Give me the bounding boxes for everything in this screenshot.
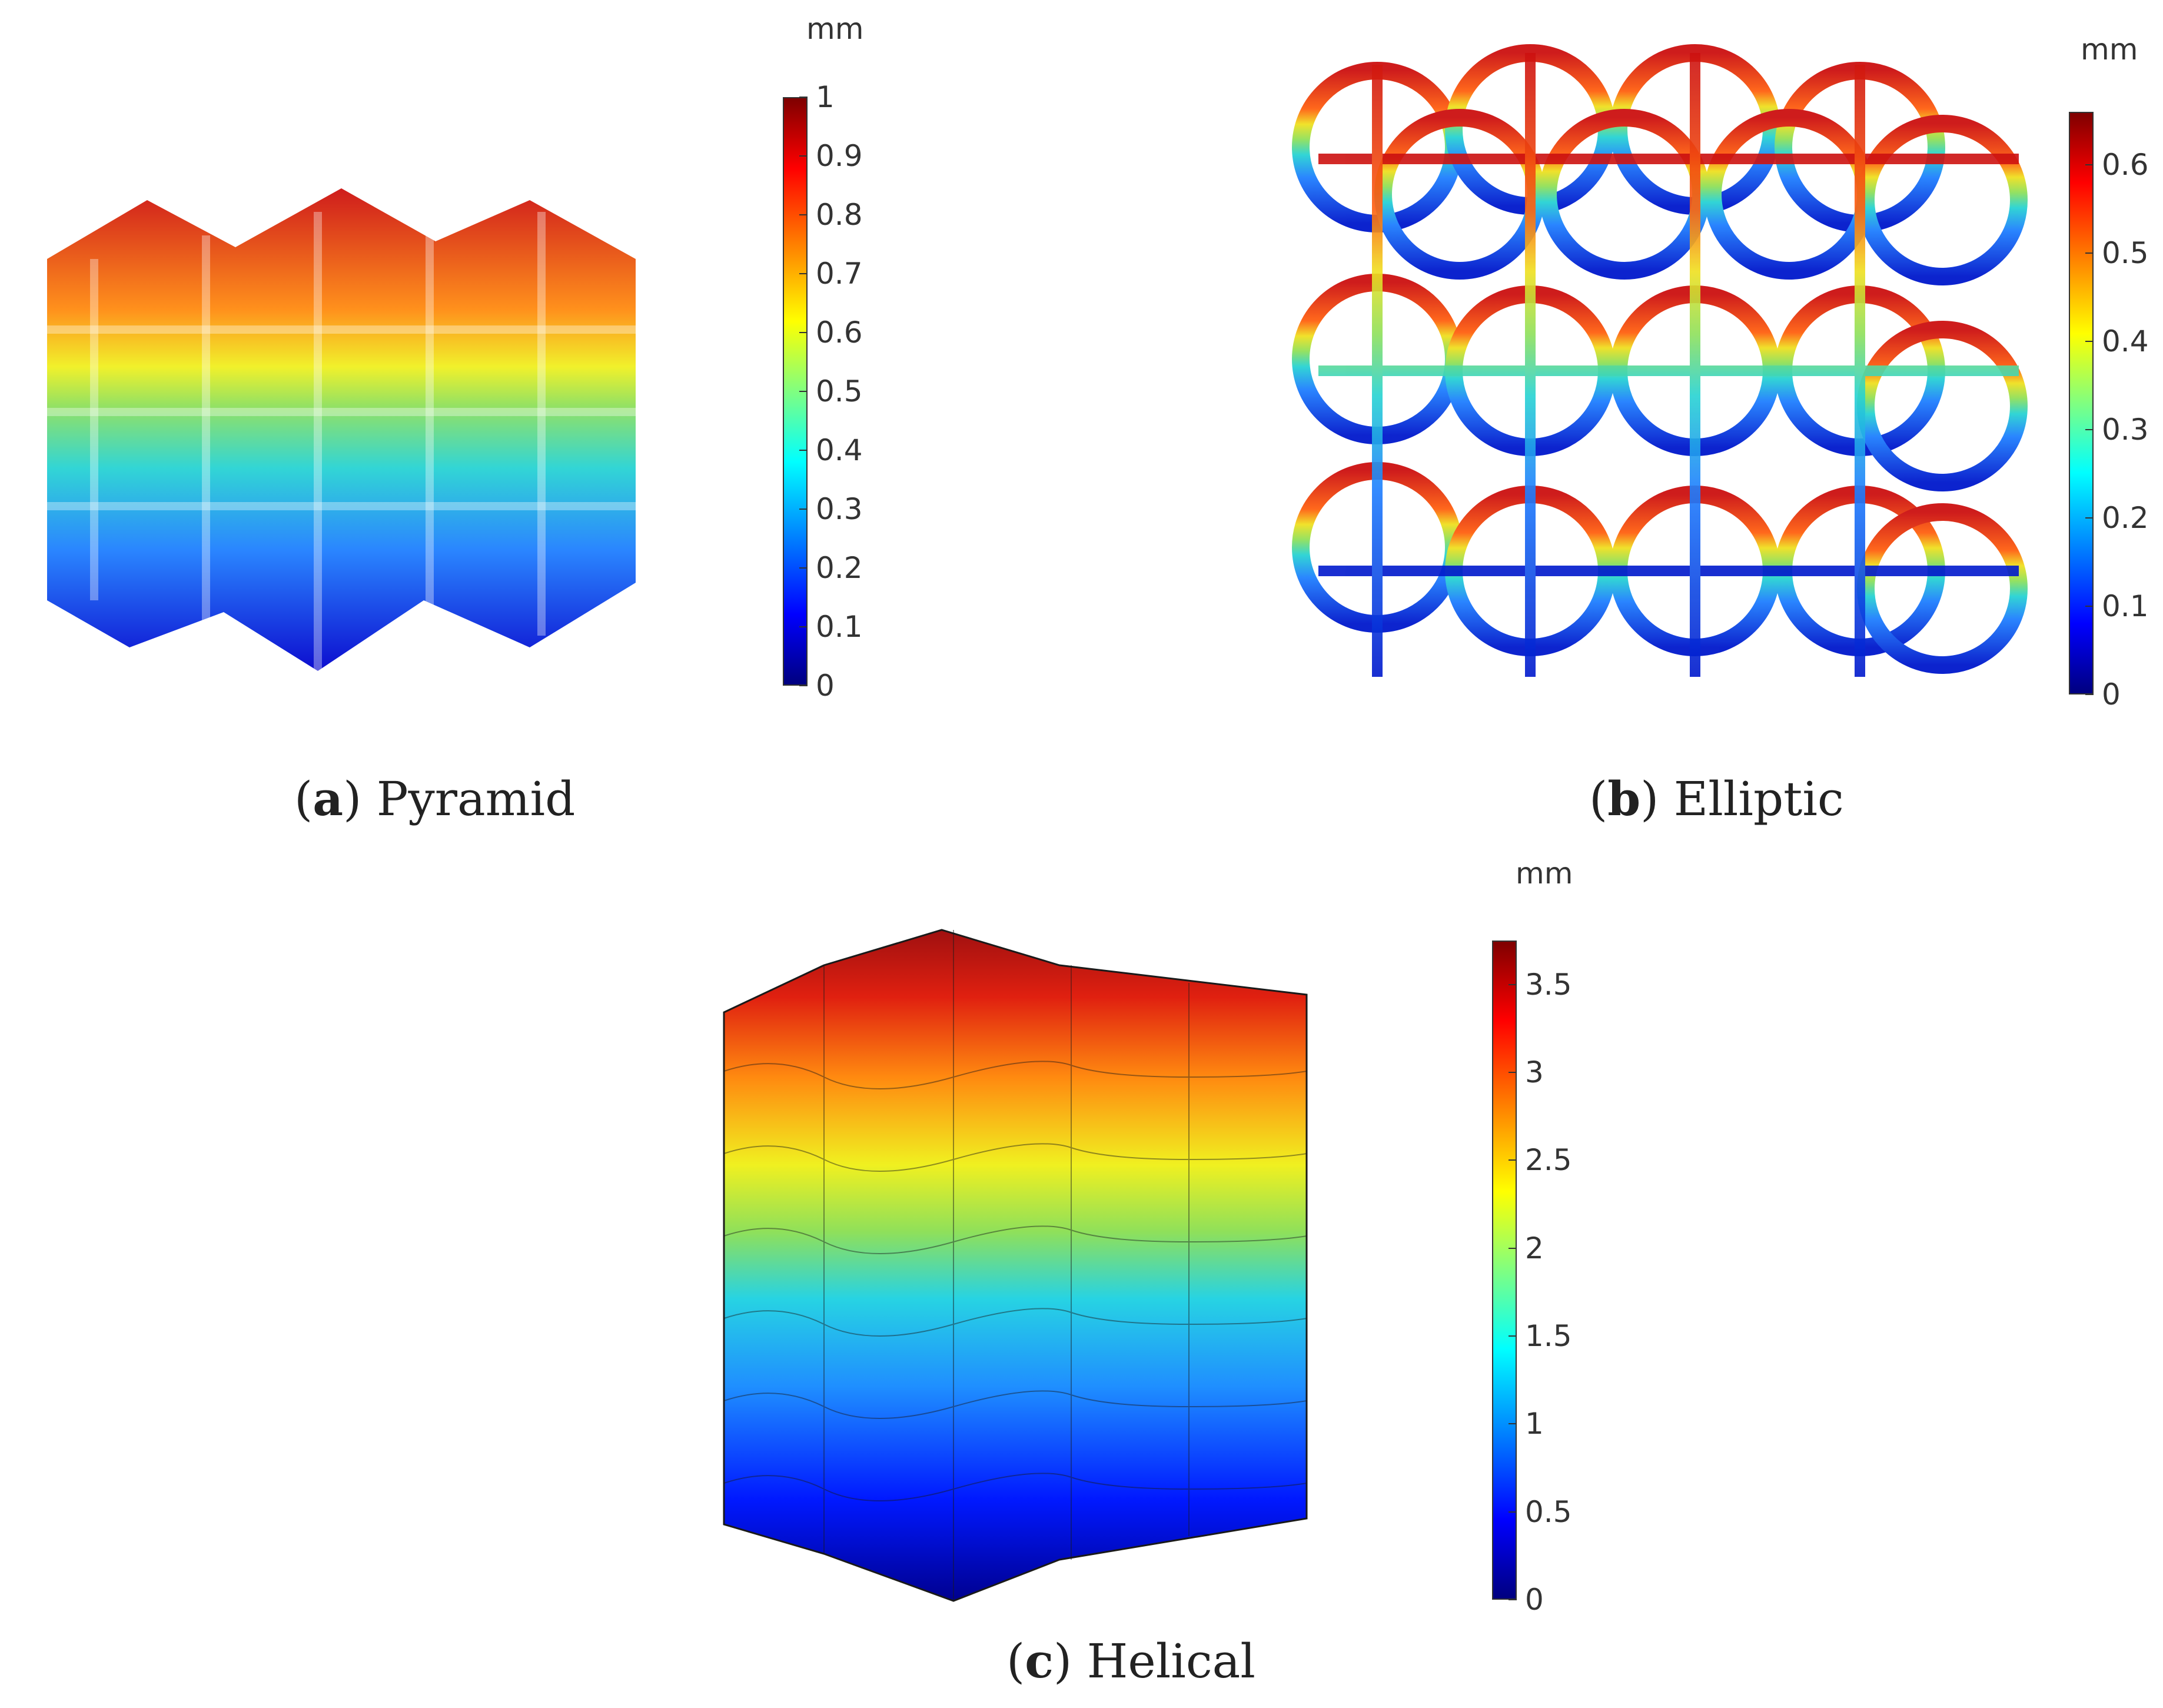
colorbar-tick-label-a: 0.3 bbox=[816, 492, 863, 526]
colorbar-tickmark-b bbox=[2085, 694, 2094, 695]
colorbar-tickmark-a bbox=[799, 97, 808, 98]
colorbar-tick-label-b: 0.5 bbox=[2102, 236, 2149, 270]
colorbar-tick-label-a: 0.7 bbox=[816, 257, 863, 291]
colorbar-tick-label-c: 0 bbox=[1525, 1583, 1544, 1617]
colorbar-tickmark-b bbox=[2085, 341, 2094, 342]
colorbar-tickmark-a bbox=[799, 685, 808, 686]
colorbar-tickmark-a bbox=[799, 450, 808, 451]
colorbar-tick-label-a: 0.9 bbox=[816, 139, 863, 173]
caption-b: (b) Elliptic bbox=[1589, 771, 1844, 826]
colorbar-b bbox=[2069, 112, 2094, 695]
colorbar-tickmark-a bbox=[799, 273, 808, 274]
colorbar-tick-label-b: 0.4 bbox=[2102, 324, 2149, 358]
colorbar-tick-label-b: 0.2 bbox=[2102, 501, 2149, 535]
caption-c: (c) Helical bbox=[1006, 1633, 1255, 1689]
colorbar-tickmark-a bbox=[799, 626, 808, 627]
panel-c: mm 0 0.5 1 1.5 2 2.5 3 3.5 (c) Helical bbox=[695, 853, 1695, 1708]
elliptic-lattice-render bbox=[1292, 44, 2028, 677]
colorbar-tick-label-c: 3 bbox=[1525, 1055, 1544, 1089]
colorbar-unit-c: mm bbox=[1516, 856, 1573, 890]
colorbar-c bbox=[1492, 941, 1517, 1600]
colorbar-tick-label-c: 1 bbox=[1525, 1407, 1544, 1441]
colorbar-tickmark-b bbox=[2085, 517, 2094, 519]
colorbar-tickmark-a bbox=[799, 155, 808, 157]
colorbar-tickmark-c bbox=[1509, 1423, 1517, 1425]
caption-a: (a) Pyramid bbox=[294, 771, 576, 826]
colorbar-tick-label-b: 0 bbox=[2102, 677, 2121, 712]
colorbar-tick-label-c: 2 bbox=[1525, 1231, 1544, 1265]
colorbar-tickmark-c bbox=[1509, 1335, 1517, 1337]
colorbar-tickmark-a bbox=[799, 214, 808, 215]
colorbar-tick-label-b: 0.3 bbox=[2102, 413, 2149, 447]
colorbar-tickmark-c bbox=[1509, 1247, 1517, 1249]
colorbar-tickmark-a bbox=[799, 332, 808, 333]
colorbar-tick-label-c: 0.5 bbox=[1525, 1494, 1572, 1529]
colorbar-tick-label-a: 0.4 bbox=[816, 433, 863, 467]
colorbar-tick-label-a: 0.5 bbox=[816, 374, 863, 408]
colorbar-tick-label-b: 0.1 bbox=[2102, 589, 2149, 623]
colorbar-unit-b: mm bbox=[2081, 32, 2138, 67]
colorbar-tick-label-a: 0 bbox=[816, 669, 835, 703]
colorbar-tick-label-a: 0.1 bbox=[816, 610, 863, 644]
colorbar-tick-label-c: 3.5 bbox=[1525, 967, 1572, 1002]
colorbar-unit-a: mm bbox=[806, 12, 864, 46]
colorbar-tickmark-c bbox=[1509, 1511, 1517, 1513]
colorbar-tickmark-a bbox=[799, 509, 808, 510]
pyramid-lattice-render bbox=[47, 188, 636, 671]
colorbar-tickmark-c bbox=[1509, 1159, 1517, 1161]
colorbar-tickmark-c bbox=[1509, 1072, 1517, 1073]
panel-b: mm 0 0.1 0.2 0.3 0.4 0.5 0.6 (b) Elliptic bbox=[1265, 0, 2163, 853]
colorbar-tick-label-b: 0.6 bbox=[2102, 148, 2149, 182]
colorbar-tickmark-c bbox=[1509, 1599, 1517, 1600]
colorbar-tickmark-a bbox=[799, 567, 808, 569]
panel-a: mm 0 0.1 0.2 0.3 0.4 0.5 0.6 0.7 0.8 0.9 1 (a) Pyr… bbox=[0, 0, 942, 853]
colorbar-tickmark-b bbox=[2085, 429, 2094, 430]
colorbar-tickmark-c bbox=[1509, 983, 1517, 985]
colorbar-tickmark-b bbox=[2085, 164, 2094, 165]
colorbar-tick-label-a: 1 bbox=[816, 80, 835, 114]
colorbar-tick-label-a: 0.2 bbox=[816, 551, 863, 585]
colorbar-tickmark-b bbox=[2085, 606, 2094, 607]
colorbar-tickmark-a bbox=[799, 391, 808, 392]
colorbar-tick-label-c: 1.5 bbox=[1525, 1319, 1572, 1353]
colorbar-tick-label-c: 2.5 bbox=[1525, 1143, 1572, 1178]
helical-lattice-render bbox=[723, 929, 1308, 1602]
colorbar-tick-label-a: 0.8 bbox=[816, 198, 863, 232]
colorbar-tick-label-a: 0.6 bbox=[816, 315, 863, 350]
colorbar-tickmark-b bbox=[2085, 252, 2094, 254]
